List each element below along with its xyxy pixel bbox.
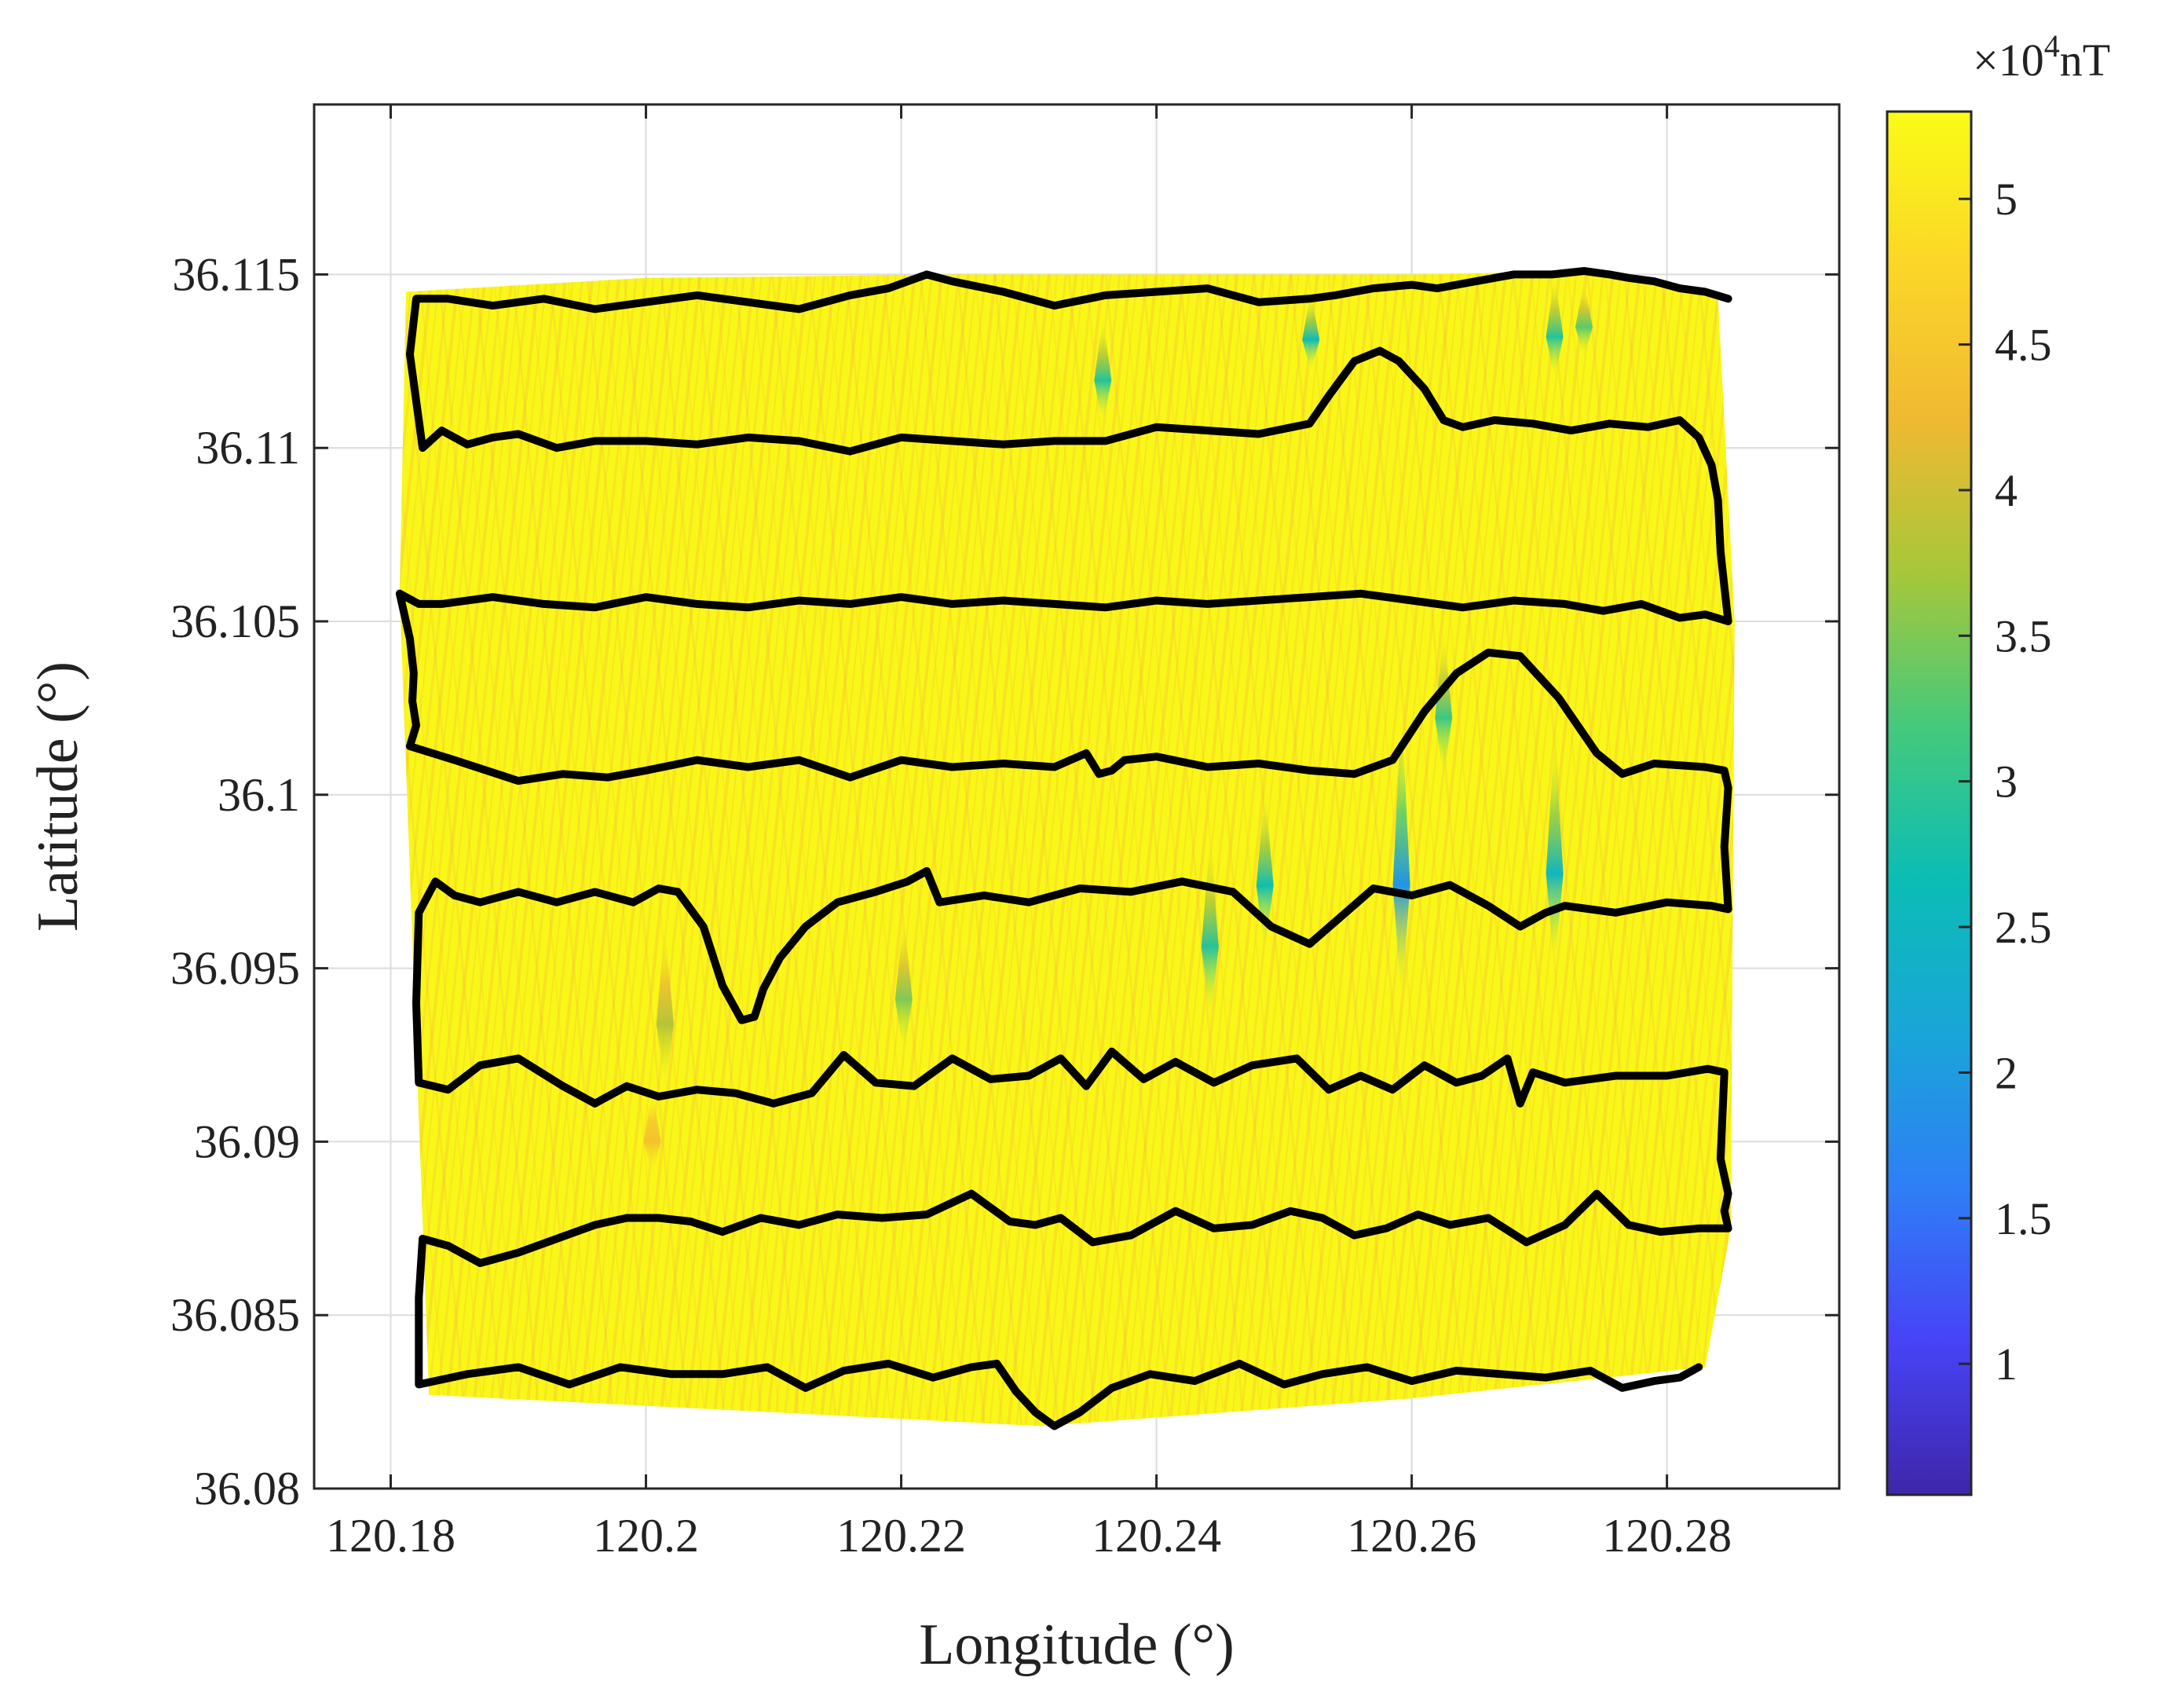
y-tick-label-6: 36.11 [196, 422, 300, 474]
field-anomaly-4 [1392, 708, 1410, 1003]
field-anomaly-7 [1201, 836, 1219, 1020]
y-tick-label-3: 36.095 [170, 943, 300, 994]
y-tick-label-5: 36.105 [170, 595, 300, 647]
field-anomaly-0 [1094, 316, 1112, 424]
colorbar-multiplier: ×10 [1973, 35, 2044, 86]
field-anomaly-9 [894, 916, 913, 1055]
colorbar-unit: ×104nT [1973, 28, 2110, 86]
x-axis: 120.18 120.2 120.22 120.24 120.26 120.28 [326, 104, 1732, 1562]
colorbar: 11.522.533.544.55 ×104nT [1886, 28, 2110, 1496]
y-tick-label-2: 36.09 [194, 1115, 300, 1167]
y-tick-label-1: 36.085 [170, 1289, 300, 1341]
x-axis-title: Longitude (°) [919, 1613, 1235, 1677]
colorbar-tick-label-6: 4 [1995, 465, 2018, 516]
survey-track-line [395, 267, 1732, 1430]
y-tick-label-0: 36.08 [194, 1463, 300, 1514]
x-tick-label-0: 120.18 [326, 1510, 455, 1562]
colorbar-tick-label-1: 1.5 [1995, 1193, 2052, 1244]
colorbar-unit-text: nT [2060, 35, 2110, 86]
y-tick-label-7: 36.115 [172, 248, 300, 300]
y-axis: 36.08 36.085 36.09 36.095 36.1 36.105 36.11 36.… [170, 248, 1839, 1514]
colorbar-ticks: 1 1.5 2 2.5 3 3.5 4 4.5 5 [1959, 174, 2052, 1390]
colorbar-tick-label-3: 2.5 [1995, 902, 2052, 953]
colorbar-tick-label-7: 4.5 [1995, 320, 2052, 371]
field-texture [399, 270, 1735, 1426]
colorbar-tick-label-2: 2 [1995, 1047, 2018, 1098]
field-anomaly-5 [1435, 628, 1453, 778]
field-anomaly-2 [1546, 274, 1564, 379]
field-anomaly-6 [1256, 787, 1274, 951]
y-tick-label-4: 36.1 [218, 769, 300, 821]
colorbar-gradient [1886, 110, 1973, 1496]
x-tick-label-4: 120.26 [1347, 1510, 1476, 1562]
colorbar-tick-label-8: 5 [1995, 174, 2018, 225]
colorbar-tick-label-5: 3.5 [1995, 610, 2052, 661]
x-tick-label-5: 120.28 [1602, 1510, 1732, 1562]
magnetic-field-surface [399, 270, 1735, 1426]
survey-track-layer [395, 267, 1732, 1430]
y-axis-title: Latitude (°) [26, 661, 90, 932]
plot-frame [313, 103, 1841, 1490]
colorbar-tick-label-0: 1 [1995, 1339, 2018, 1390]
field-anomaly-11 [643, 1090, 661, 1177]
field-texture-b [399, 270, 1735, 1426]
field-anomaly-10 [656, 926, 674, 1090]
x-tick-label-3: 120.24 [1092, 1510, 1221, 1562]
colorbar-tick-label-4: 3 [1995, 756, 2018, 808]
field-anomaly-3 [1575, 281, 1593, 358]
x-tick-label-1: 120.2 [593, 1510, 699, 1562]
field-anomaly-1 [1302, 291, 1320, 372]
colorbar-exponent: 4 [2044, 28, 2060, 64]
x-tick-label-2: 120.22 [836, 1510, 966, 1562]
